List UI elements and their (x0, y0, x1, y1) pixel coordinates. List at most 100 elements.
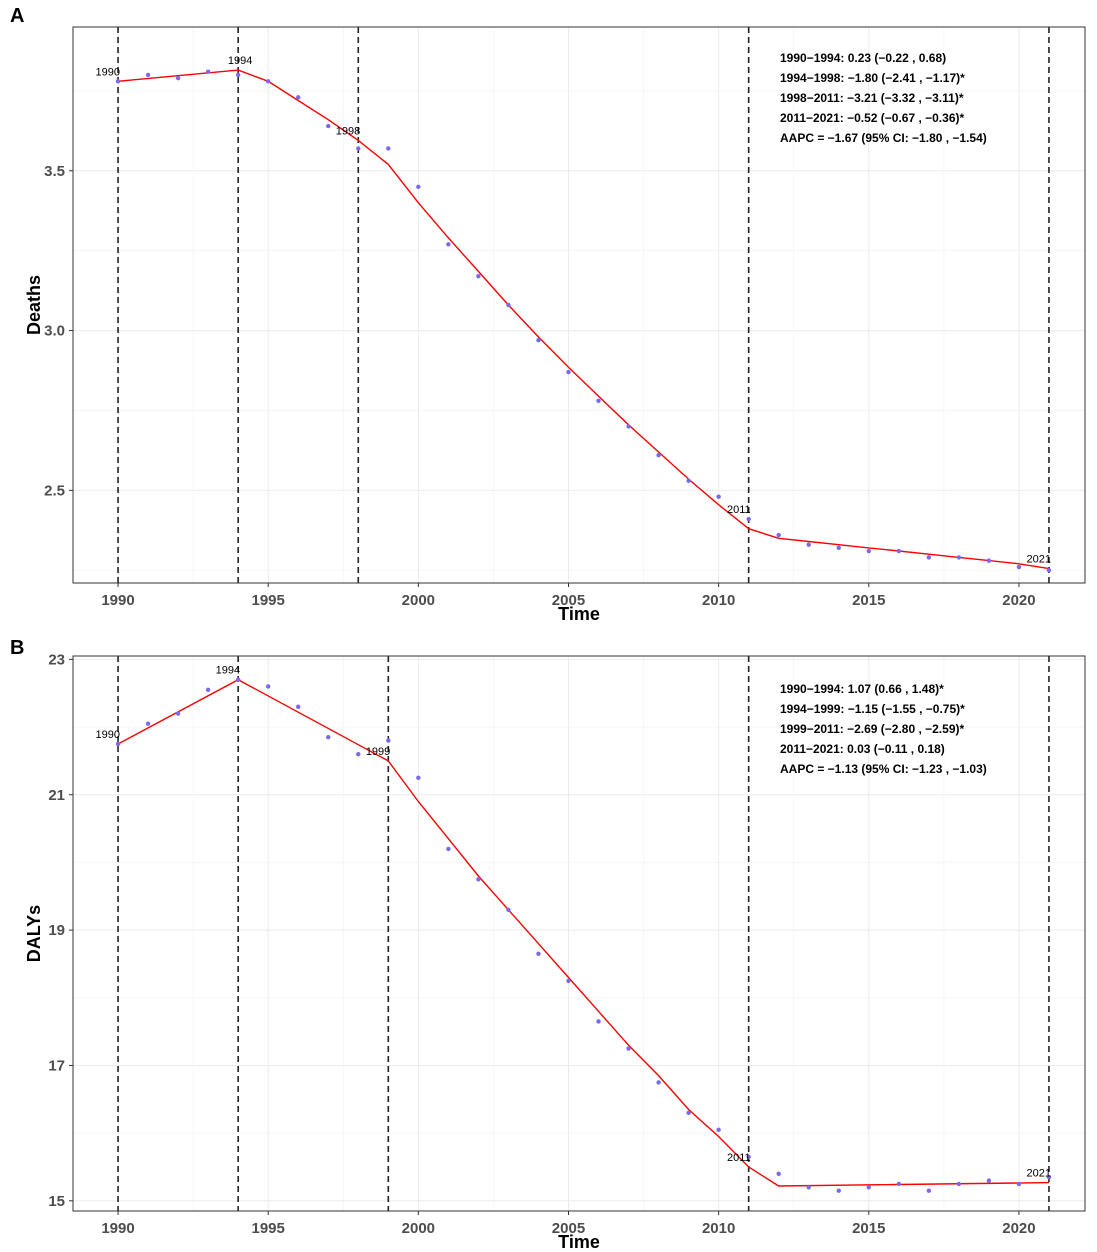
apc-annotation: 1998−2011: −3.21 (−3.32 , −3.11)* (780, 91, 964, 105)
x-axis-title: Time (558, 604, 600, 624)
y-tick-label: 3.5 (44, 163, 65, 180)
observed-point (776, 532, 781, 538)
y-tick-label: 23 (48, 651, 65, 668)
x-tick-label: 2020 (1002, 592, 1035, 609)
plot-background (73, 656, 1085, 1211)
x-tick-label: 2015 (852, 592, 885, 609)
joinpoint-year-label: 2011 (727, 1152, 751, 1164)
observed-point (986, 1178, 992, 1183)
observed-point (416, 184, 421, 189)
observed-point (866, 548, 871, 554)
x-tick-label: 2010 (702, 1220, 735, 1237)
observed-point (296, 95, 301, 100)
apc-annotation: AAPC = −1.67 (95% CI: −1.80 , −1.54) (780, 131, 987, 145)
y-tick-label: 2.5 (44, 482, 65, 499)
observed-point (115, 741, 121, 747)
x-tick-label: 1990 (101, 1220, 134, 1237)
observed-point (446, 242, 451, 247)
apc-annotation: 1999−2011: −2.69 (−2.80 , −2.59)* (780, 722, 964, 736)
apc-annotation: 1994−1998: −1.80 (−2.41 , −1.17)* (780, 71, 965, 85)
observed-point (536, 951, 541, 957)
apc-annotation: 2011−2021: −0.52 (−0.67 , −0.36)* (780, 111, 964, 125)
plot-border (72, 26, 1086, 584)
observed-point (746, 516, 751, 522)
joinpoint-year-label: 2021 (1026, 554, 1050, 566)
observed-point (265, 79, 271, 84)
observed-point (1046, 568, 1052, 573)
fitted-trend-line (117, 678, 1050, 1187)
observed-point (716, 494, 721, 499)
observed-point (235, 677, 241, 682)
observed-point (626, 1046, 631, 1051)
observed-point (265, 684, 271, 689)
observed-point (776, 1171, 781, 1176)
x-tick-label: 2015 (852, 1220, 885, 1237)
observed-point (356, 751, 361, 757)
observed-point (386, 146, 391, 151)
observed-point (115, 79, 121, 84)
observed-point (956, 555, 962, 560)
observed-point (836, 1188, 841, 1193)
y-tick-label: 21 (48, 787, 65, 804)
observed-point (175, 75, 181, 81)
observed-point (956, 1181, 962, 1187)
y-tick-label: 17 (48, 1057, 65, 1074)
observed-point (866, 1185, 871, 1190)
observed-point (626, 424, 631, 429)
joinpoint-year-label: 1994 (228, 55, 252, 67)
observed-point (656, 1080, 661, 1085)
observed-point (175, 711, 181, 716)
apc-annotation: 1990−1994: 1.07 (0.66 , 1.48)* (780, 682, 944, 696)
panel-a-deaths: 1990 1994 1998 2011 2021 1990 1995 2000 2005 2010… (10, 5, 1086, 624)
y-tick-label: 19 (48, 922, 65, 939)
observed-point (476, 877, 481, 882)
x-tick-label: 2020 (1002, 1220, 1035, 1237)
y-axis-title: Deaths (24, 275, 44, 335)
observed-point (416, 775, 421, 781)
panel-label: B (10, 637, 24, 659)
observed-point (926, 1188, 932, 1193)
joinpoint-year-label: 1990 (96, 66, 120, 78)
observed-point (686, 1110, 691, 1116)
observed-point (566, 978, 571, 984)
plot-border (72, 655, 1086, 1212)
observed-point (1046, 1174, 1052, 1180)
observed-point (806, 542, 811, 547)
apc-annotation: 2011−2021: 0.03 (−0.11 , 0.18) (780, 742, 945, 756)
observed-point (566, 369, 571, 375)
x-axis-title: Time (558, 1232, 600, 1252)
x-tick-label: 2000 (402, 1220, 435, 1237)
observed-point (446, 846, 451, 852)
joinpoint-year-label: 1990 (96, 729, 120, 741)
apc-annotation: AAPC = −1.13 (95% CI: −1.23 , −1.03) (780, 762, 987, 776)
observed-point (596, 1019, 601, 1024)
y-axis-title: DALYs (24, 905, 44, 962)
x-tick-label: 2005 (552, 1220, 585, 1237)
observed-point (476, 274, 481, 279)
observed-point (506, 907, 511, 913)
apc-annotation: 1994−1999: −1.15 (−1.55 , −0.75)* (780, 702, 965, 716)
x-tick-label: 1990 (101, 592, 134, 609)
observed-point (896, 1181, 902, 1187)
observed-point (205, 687, 211, 693)
observed-point (656, 452, 661, 458)
observed-point (926, 555, 932, 560)
observed-point (896, 548, 902, 554)
observed-point (806, 1185, 811, 1190)
x-tick-label: 1995 (252, 1220, 285, 1237)
observed-point (145, 721, 151, 726)
observed-point (326, 123, 331, 129)
x-tick-label: 2010 (702, 592, 735, 609)
observed-point (356, 146, 361, 151)
observed-point (386, 738, 391, 743)
panel-label: A (10, 5, 24, 27)
joinpoint-year-label: 2021 (1026, 1168, 1050, 1180)
observed-point (235, 72, 241, 78)
joinpoint-year-label: 1999 (366, 746, 390, 758)
observed-point (746, 1154, 751, 1160)
observed-point (536, 337, 541, 343)
observed-point (205, 69, 211, 74)
joinpoint-year-label: 1994 (216, 665, 240, 677)
observed-point (836, 545, 841, 551)
